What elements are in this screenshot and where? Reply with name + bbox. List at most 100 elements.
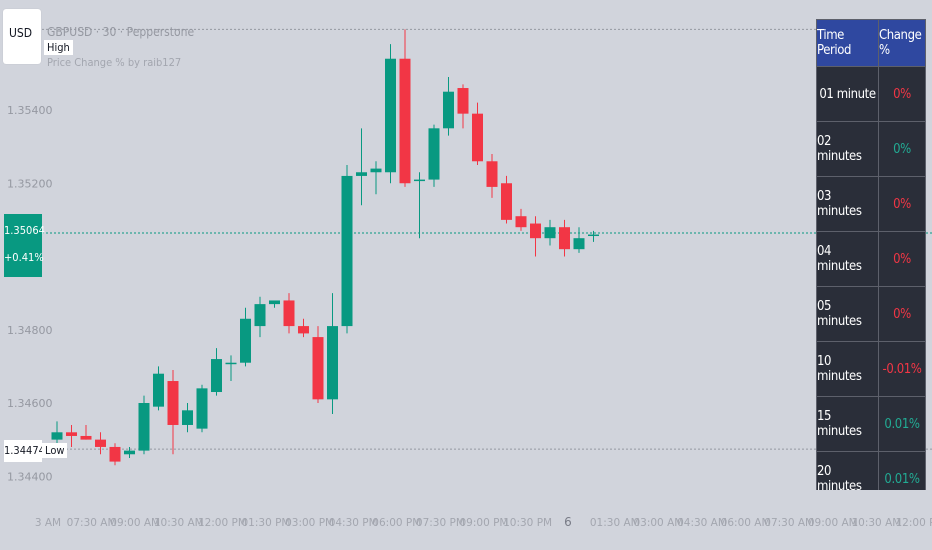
x-tick-label: 07:30 PM: [416, 517, 465, 529]
candle-body: [515, 216, 527, 228]
period-cell: 05 minutes: [817, 287, 879, 341]
candle-body: [341, 175, 353, 327]
candle-body: [530, 223, 541, 239]
change-cell: 0.01%: [884, 471, 920, 487]
indicator-title[interactable]: Price Change % by raib127: [47, 56, 182, 69]
period-cell: 20 minutes: [817, 452, 879, 490]
x-tick-label: 09:00 AM: [110, 517, 160, 529]
candle-body: [385, 58, 396, 173]
candle-body: [66, 432, 77, 436]
period-cell: 03 minutes: [817, 177, 879, 231]
y-tick-label: 1.35200: [7, 177, 53, 190]
x-tick-label: 06:00 AM: [721, 517, 771, 529]
period-cell: 01 minute: [817, 67, 879, 121]
candle-body: [544, 227, 556, 239]
x-tick-label: 09:00 PM: [460, 517, 509, 529]
change-cell: 0%: [893, 306, 911, 322]
candle-body: [312, 337, 324, 400]
low-label: Low: [42, 443, 68, 458]
table-row: 05 minutes 0%: [817, 287, 925, 342]
period-cell: 15 minutes: [817, 397, 879, 451]
candle-body: [327, 326, 338, 400]
period-cell: 10 minutes: [817, 342, 879, 396]
table-row: 15 minutes 0.01%: [817, 397, 925, 452]
candle-body: [588, 234, 599, 237]
x-tick-label: 01:30 PM: [242, 517, 291, 529]
change-cell: 0%: [893, 86, 911, 102]
candle-body: [153, 373, 164, 407]
candle-body: [283, 300, 295, 327]
candle-body: [167, 381, 179, 425]
x-tick-label: 12:00 PM: [198, 517, 247, 529]
candle-body: [472, 113, 483, 162]
candle-body: [370, 168, 382, 173]
candle-body: [196, 388, 208, 429]
x-tick-label: 10:30 AM: [851, 517, 901, 529]
candle-body: [80, 435, 92, 440]
x-tick-label: 6: [564, 515, 572, 529]
candle-body: [269, 300, 280, 305]
candle-body: [95, 439, 106, 447]
candle-body: [211, 359, 222, 393]
x-tick-label: 10:30 AM: [154, 517, 204, 529]
candle-body: [51, 432, 63, 440]
candle-body: [182, 410, 193, 425]
candle-body: [254, 304, 266, 327]
change-cell: 0%: [893, 251, 911, 267]
candle-body: [124, 450, 135, 455]
x-tick-label: 03:00 PM: [285, 517, 334, 529]
y-tick-label: 1.34600: [7, 397, 53, 410]
x-tick-label: 3 AM: [35, 517, 61, 529]
x-tick-label: 12:00 PM: [896, 517, 932, 529]
candle-body: [414, 179, 425, 182]
table-row: 03 minutes 0%: [817, 177, 925, 232]
x-tick-label: 10:30 PM: [503, 517, 552, 529]
candle-body: [486, 161, 498, 187]
x-tick-label: 06:00 PM: [372, 517, 421, 529]
candle-body: [573, 238, 585, 250]
change-cell: 0%: [893, 196, 911, 212]
period-cell: 02 minutes: [817, 122, 879, 176]
period-cell: 04 minutes: [817, 232, 879, 286]
x-tick-label: 04:30 PM: [329, 517, 378, 529]
table-header-row: Time Period Change %: [817, 20, 925, 67]
table-row: 10 minutes -0.01%: [817, 342, 925, 397]
change-cell: 0.01%: [884, 416, 920, 432]
last-change: +0.41%: [4, 251, 44, 264]
candle-body: [457, 88, 469, 114]
candle-body: [138, 403, 150, 451]
currency-label: USD: [9, 26, 33, 40]
x-tick-label: 09:00 AM: [808, 517, 858, 529]
price-change-table: Time Period Change % 01 minute 0% 02 min…: [816, 19, 926, 490]
low-price-tag: 1.34474: [4, 440, 45, 462]
header-time-period: Time Period: [817, 20, 879, 66]
candle-body: [240, 318, 251, 363]
candle-body: [109, 446, 121, 462]
x-tick-label: 03:00 AM: [633, 517, 683, 529]
candle-body: [356, 172, 367, 176]
x-tick-label: 04:30 AM: [677, 517, 727, 529]
table-row: 20 minutes 0.01%: [817, 452, 925, 490]
change-cell: 0%: [893, 141, 911, 157]
currency-button[interactable]: USD: [3, 9, 41, 64]
x-tick-label: 01:30 AM: [590, 517, 640, 529]
table-row: 01 minute 0%: [817, 67, 925, 122]
header-change-pct: Change %: [879, 20, 925, 66]
change-cell: -0.01%: [882, 361, 922, 377]
candle-body: [298, 326, 309, 334]
table-row: 02 minutes 0%: [817, 122, 925, 177]
y-tick-label: 1.34400: [7, 470, 53, 483]
last-price: 1.35064: [4, 224, 45, 237]
candle-body: [443, 91, 454, 129]
high-label: High: [44, 40, 73, 55]
candle-body: [501, 183, 512, 220]
symbol-title[interactable]: GBPUSD · 30 · Pepperstone: [47, 25, 195, 39]
table-row: 04 minutes 0%: [817, 232, 925, 287]
candle-body: [225, 362, 237, 365]
candle-body: [428, 128, 440, 180]
candle-body: [559, 227, 570, 250]
y-tick-label: 1.35400: [7, 104, 53, 117]
candle-body: [399, 58, 411, 184]
last-price-tag: 1.35064 +0.41%: [4, 214, 45, 277]
